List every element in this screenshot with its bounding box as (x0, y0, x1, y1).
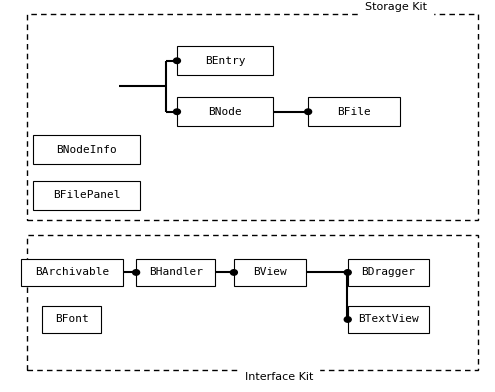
Text: BEntry: BEntry (205, 56, 246, 66)
Text: BHandler: BHandler (148, 267, 203, 278)
Text: BFile: BFile (337, 107, 371, 117)
Text: BView: BView (253, 267, 287, 278)
FancyBboxPatch shape (21, 259, 123, 286)
Text: BArchivable: BArchivable (35, 267, 109, 278)
FancyBboxPatch shape (347, 259, 430, 286)
FancyBboxPatch shape (177, 97, 273, 127)
Text: BNodeInfo: BNodeInfo (56, 145, 117, 155)
Text: BDragger: BDragger (361, 267, 416, 278)
FancyBboxPatch shape (33, 181, 140, 210)
Circle shape (305, 109, 312, 114)
Circle shape (231, 270, 238, 275)
FancyBboxPatch shape (308, 97, 399, 127)
Circle shape (345, 317, 351, 322)
Text: Interface Kit: Interface Kit (246, 372, 314, 383)
Circle shape (173, 109, 180, 114)
FancyBboxPatch shape (33, 135, 140, 165)
Text: BTextView: BTextView (358, 314, 419, 325)
FancyBboxPatch shape (347, 306, 430, 333)
Circle shape (345, 270, 351, 275)
FancyBboxPatch shape (42, 306, 101, 333)
Circle shape (173, 58, 180, 64)
Text: BFont: BFont (55, 314, 89, 325)
Text: Storage Kit: Storage Kit (365, 2, 427, 12)
FancyBboxPatch shape (234, 259, 306, 286)
Text: BNode: BNode (208, 107, 242, 117)
FancyBboxPatch shape (177, 46, 273, 75)
Circle shape (133, 270, 140, 275)
Text: BFilePanel: BFilePanel (53, 190, 120, 200)
FancyBboxPatch shape (136, 259, 215, 286)
